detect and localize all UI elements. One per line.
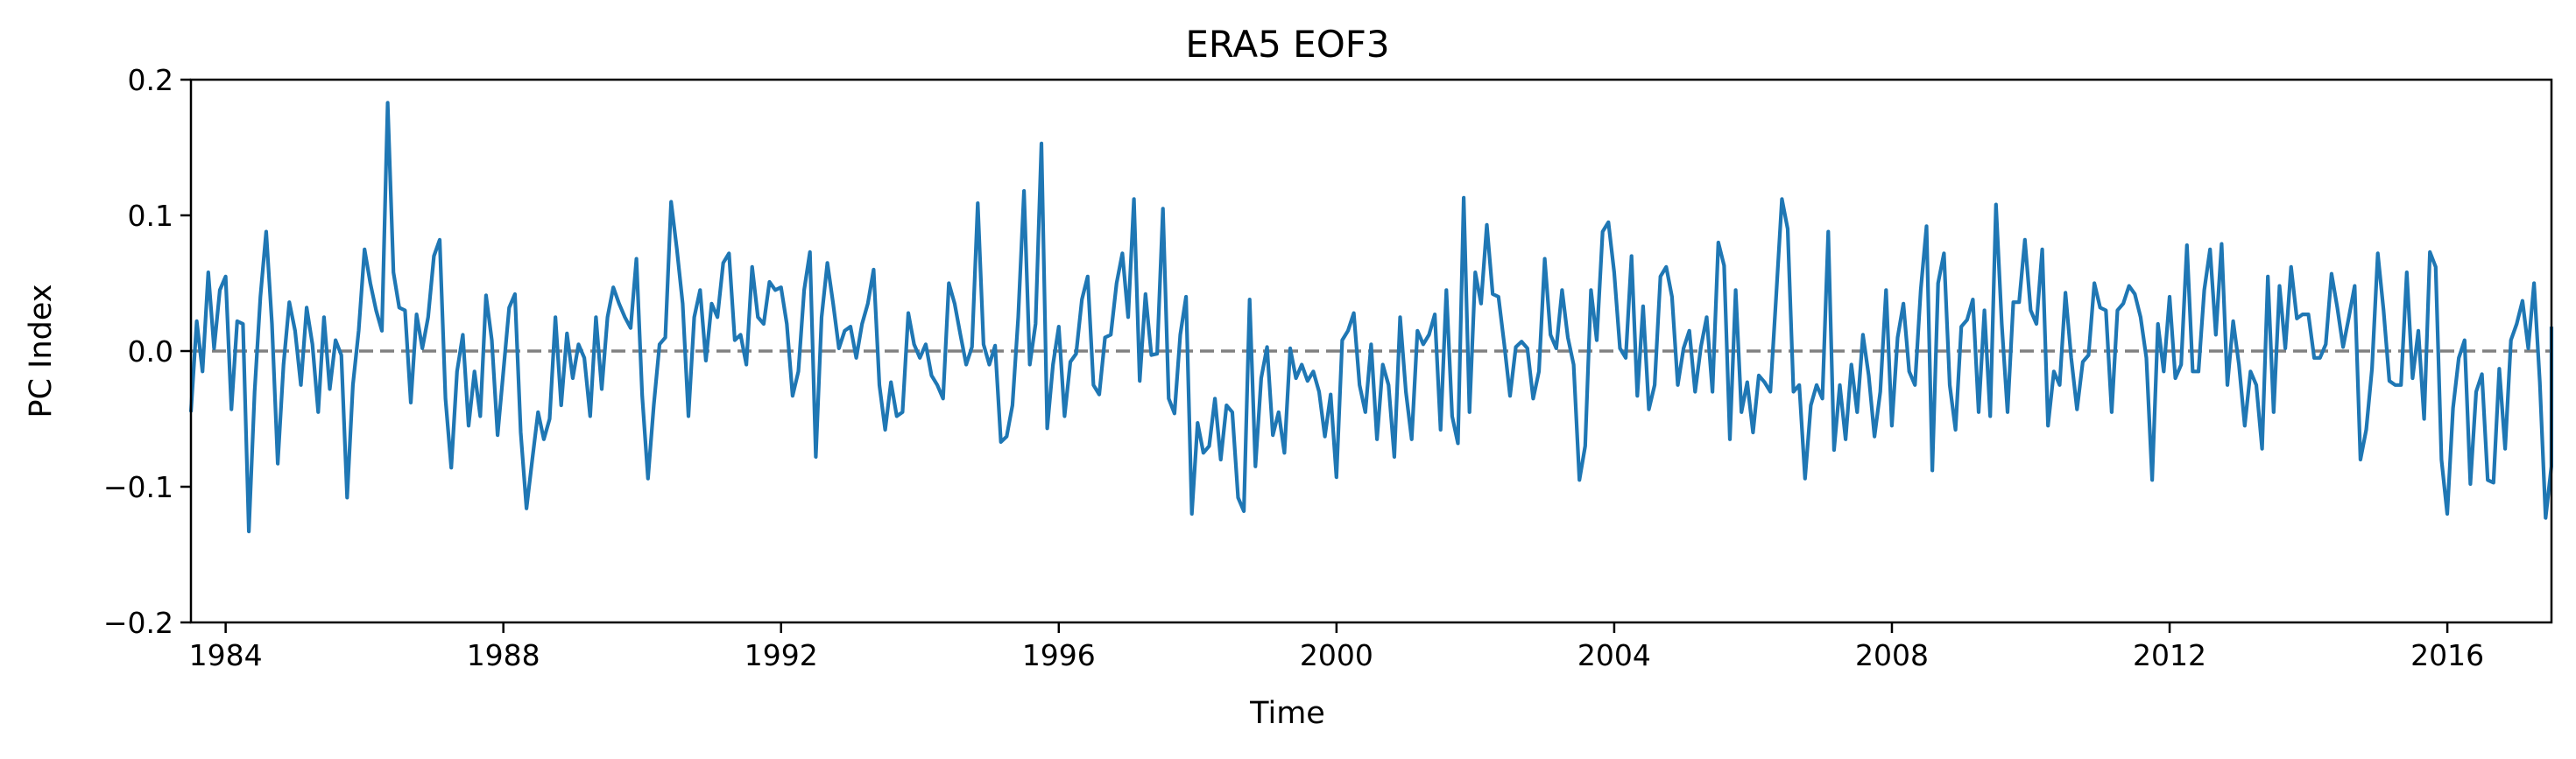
x-tick-label: 1992 xyxy=(745,638,818,672)
x-axis-ticks: 1984 1988 1992 1996 2000 2004 2008 2012 2016 xyxy=(189,622,2484,672)
x-tick-label: 1984 xyxy=(189,638,263,672)
series-line xyxy=(188,101,2554,534)
x-tick-label: 2004 xyxy=(1577,638,1651,672)
x-tick-label: 2016 xyxy=(2410,638,2484,672)
y-axis-label: PC Index xyxy=(24,284,59,418)
x-axis-label: Time xyxy=(1249,696,1325,731)
plot-area xyxy=(188,78,2554,624)
y-tick-label: 0.0 xyxy=(128,334,173,369)
x-tick-label: 2008 xyxy=(1855,638,1929,672)
y-tick-label: −0.2 xyxy=(103,606,173,640)
x-tick-label: 2012 xyxy=(2133,638,2206,672)
x-tick-label: 2000 xyxy=(1300,638,1373,672)
y-tick-label: 0.2 xyxy=(128,63,173,97)
y-tick-label: 0.1 xyxy=(128,199,173,233)
y-tick-label: −0.1 xyxy=(103,470,173,504)
y-axis-ticks: −0.2 −0.1 0.0 0.1 0.2 xyxy=(103,63,191,640)
x-tick-label: 1988 xyxy=(467,638,540,672)
x-tick-label: 1996 xyxy=(1022,638,1096,672)
chart-title: ERA5 EOF3 xyxy=(1185,23,1389,66)
